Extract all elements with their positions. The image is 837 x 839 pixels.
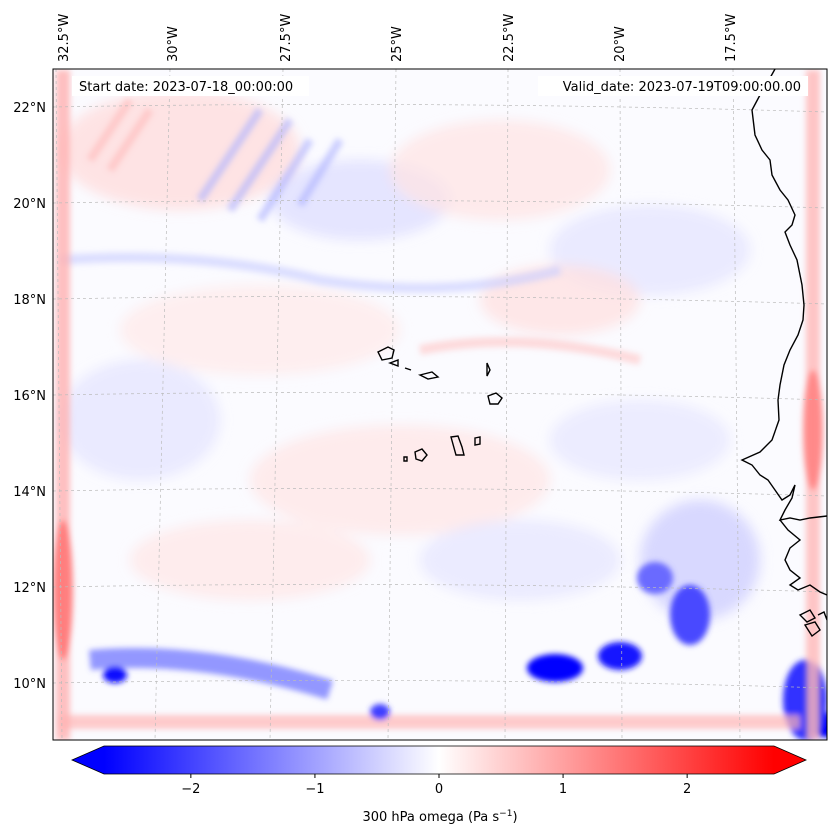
start-date-label: Start date: 2023-07-18_00:00:00 (79, 80, 293, 95)
map-frame (52, 68, 828, 741)
lon-label: 22.5°W (502, 14, 517, 62)
valid-date-box (538, 76, 808, 96)
colorbar-tick-label: 0 (435, 782, 443, 797)
lat-label: 20°N (13, 197, 46, 212)
colorbar-ticks: −2 −1 0 1 2 (181, 774, 691, 797)
omega-streaks (59, 97, 642, 365)
colorbar-tick-label: 2 (683, 782, 691, 797)
lon-label: 32.5°W (57, 14, 72, 62)
lat-label: 10°N (13, 677, 46, 692)
colorbar: −2 −1 0 1 2 300 hPa omega (Pa s−1) (71, 745, 807, 825)
lat-label: 12°N (13, 581, 46, 596)
latitude-labels: 22°N 20°N 18°N 16°N 14°N 12°N 10°N (13, 101, 46, 692)
cape-verde-islands (377, 346, 503, 462)
lon-label: 30°W (166, 26, 181, 62)
lat-label: 14°N (13, 485, 46, 500)
start-date-box (72, 76, 309, 96)
longitude-labels: 32.5°W 30°W 27.5°W 25°W 22.5°W 20°W 17.5… (57, 14, 739, 62)
valid-date-label: Valid_date: 2023-07-19T09:00:00.00 (563, 80, 801, 95)
colorbar-label: 300 hPa omega (Pa s−1) (362, 809, 517, 825)
colorbar-outline (71, 745, 807, 775)
lon-label: 20°W (613, 26, 628, 62)
colorbar-tick-label: −2 (181, 782, 200, 797)
colorbar-gradient (104, 746, 774, 774)
lon-label: 17.5°W (724, 14, 739, 62)
lat-label: 16°N (13, 389, 46, 404)
map-area (53, 69, 827, 740)
coastline (740, 69, 827, 638)
lon-label: 27.5°W (279, 14, 294, 62)
boundary-strips (53, 70, 823, 740)
lat-label: 18°N (13, 293, 46, 308)
lon-label: 25°W (390, 26, 405, 62)
colorbar-tick-label: 1 (559, 782, 567, 797)
colorbar-tick-label: −1 (305, 782, 324, 797)
colorbar-extend-min (72, 746, 104, 774)
colorbar-extend-max (774, 746, 806, 774)
lat-label: 22°N (13, 101, 46, 116)
graticule (53, 69, 827, 740)
